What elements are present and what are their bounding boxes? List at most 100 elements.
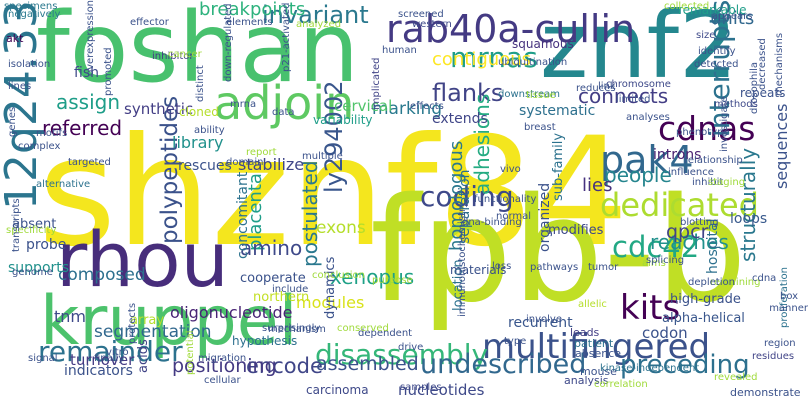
cloud-word: appears (712, 11, 753, 22)
cloud-word: chromosome (606, 79, 671, 90)
cloud-word: promoted (103, 47, 114, 96)
cloud-word: repeats (740, 86, 786, 100)
cloud-word: synthetic (124, 100, 194, 118)
cloud-word: cloned (179, 105, 219, 119)
cloud-word: demonstrate (730, 386, 801, 399)
cloud-word: genome (12, 267, 53, 278)
cloud-word: cancer (168, 49, 202, 60)
cloud-word: alpha-helical (662, 311, 745, 326)
cloud-word: vitro (106, 347, 129, 358)
cloud-word: contiguous (432, 49, 532, 70)
cloud-word: genes (7, 106, 18, 137)
cloud-word: mrnas (450, 41, 538, 74)
cloud-word: reaches (650, 230, 729, 254)
cloud-word: mechanism (268, 324, 326, 335)
cloud-word: include (272, 284, 309, 295)
cloud-word: preceding (620, 350, 750, 380)
cloud-word: isolation (8, 59, 51, 70)
cloud-word: undescribed (420, 349, 587, 380)
cloud-word: reduces (576, 83, 616, 94)
cloud-word: identify (698, 46, 736, 57)
cloud-word: postulated (298, 160, 322, 267)
cloud-word: correlation (594, 379, 648, 390)
cloud-word: encode (246, 354, 323, 378)
cloud-word: effects (410, 101, 444, 112)
cloud-word: alternative (36, 179, 91, 190)
cloud-word: negatively (8, 9, 61, 20)
cloud-word: aims (642, 258, 666, 269)
cloud-word: analyzed (296, 19, 342, 30)
cloud-word: array (130, 313, 165, 328)
cloud-word: lies (582, 175, 613, 196)
cloud-word: screened (398, 9, 444, 20)
cloud-word: patient (574, 337, 614, 350)
cloud-word: indicators (64, 363, 133, 379)
cloud-word: systematic (519, 103, 596, 119)
cloud-word: human (382, 45, 417, 56)
cloud-word: vivo (500, 164, 521, 175)
cloud-word: mechanisms (774, 32, 785, 96)
cloud-word: oligonucleotide (170, 303, 293, 322)
cloud-word: complex (18, 141, 61, 152)
cloud-word: region (764, 338, 796, 349)
cloud-word: analysis (564, 374, 609, 387)
cloud-word: codon (642, 324, 688, 342)
cloud-word: effector (130, 17, 169, 28)
cloud-word: remainder (38, 335, 183, 368)
cloud-word: conserved (337, 323, 389, 334)
cloud-word: dna-binding (462, 217, 522, 228)
cloud-word: p21-activated (281, 2, 292, 72)
cloud-word: segmentation (94, 322, 212, 342)
cloud-word: cooperate (240, 271, 306, 286)
cloud-word: adjoin (214, 76, 355, 130)
cloud-word: sequences (772, 103, 791, 189)
cloud-word: box (780, 291, 799, 302)
cloud-word: cdc42 (612, 230, 700, 264)
cloud-word: dynamics (323, 256, 338, 319)
cloud-word: domain (226, 157, 264, 168)
cloud-word: pathways (530, 262, 579, 273)
cloud-word: report (246, 147, 277, 158)
cloud-word: high-grade (670, 292, 741, 307)
cloud-word: adhesions (470, 93, 494, 195)
cloud-word: kruppel (40, 282, 298, 361)
cloud-word: rescues (178, 158, 232, 174)
cloud-word: revealed (714, 372, 758, 383)
cloud-word: cellular (204, 375, 241, 386)
cloud-word: breast (524, 122, 556, 133)
cloud-word: pak4 (600, 138, 694, 182)
cloud-word: ability (194, 125, 225, 136)
cloud-word: znf2 (540, 0, 738, 99)
cloud-word: mouse (580, 365, 617, 378)
cloud-word: link (598, 81, 616, 92)
cloud-word: overexpression (85, 0, 96, 77)
cloud-word: breakpoints (199, 0, 306, 20)
cloud-word: limited (616, 94, 651, 105)
cloud-word: probe (26, 237, 67, 253)
cloud-word: variability (313, 113, 373, 127)
cloud-word: potential (185, 330, 196, 375)
cloud-word: sub-family (551, 132, 566, 201)
cloud-word: concomitant (235, 171, 251, 259)
cloud-word: specimens (4, 1, 58, 12)
cloud-word: downstream (498, 89, 561, 100)
cloud-word: nucleotides (398, 381, 485, 399)
cloud-word: cdnas (658, 109, 756, 148)
cloud-word: normal (496, 211, 532, 222)
cloud-word: akt (6, 32, 24, 45)
cloud-word: flanks (432, 79, 504, 107)
cloud-word: involve (526, 314, 563, 325)
cloud-word: coding (420, 180, 514, 213)
cloud-word: methods (714, 99, 758, 110)
cloud-word: type (504, 336, 527, 347)
cloud-word: tissue (526, 90, 556, 101)
cloud-word: assembled (316, 353, 419, 375)
cloud-word: leads (570, 326, 600, 339)
cloud-word: surprisingly (262, 323, 321, 334)
cloud-word: functionality (474, 194, 537, 205)
cloud-word: western (412, 19, 452, 30)
cloud-word: size (696, 30, 716, 41)
cloud-word: xenopus (330, 265, 415, 289)
cloud-word: investigate (719, 96, 730, 152)
cloud-word: manner (769, 303, 808, 314)
